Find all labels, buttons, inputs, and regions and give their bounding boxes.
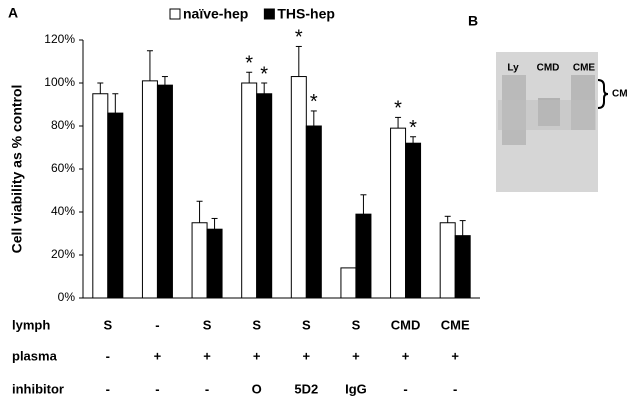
bar xyxy=(107,112,124,299)
bar xyxy=(156,84,173,299)
condition-label: S xyxy=(103,317,112,332)
y-tick-label: 20% xyxy=(51,247,75,261)
condition-label: + xyxy=(402,348,410,363)
bar xyxy=(241,82,258,299)
significance-marker: * xyxy=(245,53,253,75)
y-tick-label: 100% xyxy=(44,75,75,89)
bar xyxy=(141,80,158,299)
bar xyxy=(206,228,223,299)
panel-label: A xyxy=(8,5,18,21)
bracket-label: CM xyxy=(612,89,628,100)
significance-marker: * xyxy=(260,63,268,85)
condition-label: 5D2 xyxy=(294,381,318,396)
row-label: lymph xyxy=(12,317,50,332)
condition-label: CMD xyxy=(391,317,421,332)
bar xyxy=(92,93,109,299)
condition-label: + xyxy=(303,348,311,363)
bar xyxy=(355,213,372,299)
condition-label: + xyxy=(451,348,459,363)
significance-marker: * xyxy=(310,91,318,113)
condition-label: - xyxy=(453,381,457,396)
legend-label: naïve-hep xyxy=(183,6,248,22)
lane-label: CMD xyxy=(537,63,560,74)
condition-label: - xyxy=(106,348,110,363)
y-tick-label: 80% xyxy=(51,118,75,132)
significance-marker: * xyxy=(409,117,417,139)
legend-label: THS-hep xyxy=(277,6,335,22)
legend-swatch xyxy=(169,8,181,20)
bracket xyxy=(597,79,609,109)
lane-label: Ly xyxy=(507,63,519,74)
bar xyxy=(305,125,322,299)
condition-label: S xyxy=(203,317,212,332)
bar xyxy=(340,267,357,299)
condition-label: + xyxy=(203,348,211,363)
panel-label: B xyxy=(468,13,478,29)
condition-label: O xyxy=(252,381,262,396)
row-label: plasma xyxy=(12,348,58,363)
y-tick-label: 40% xyxy=(51,204,75,218)
y-tick-label: 120% xyxy=(44,32,75,46)
y-tick-label: 60% xyxy=(51,161,75,175)
significance-marker: * xyxy=(295,27,303,49)
condition-label: S xyxy=(252,317,261,332)
condition-label: - xyxy=(205,381,209,396)
condition-label: + xyxy=(253,348,261,363)
condition-label: + xyxy=(154,348,162,363)
bar xyxy=(191,222,208,299)
significance-marker: * xyxy=(394,98,402,120)
condition-label: - xyxy=(155,381,159,396)
bar xyxy=(390,127,407,299)
bar xyxy=(290,76,307,299)
condition-label: - xyxy=(403,381,407,396)
row-label: inhibitor xyxy=(12,381,64,396)
bar xyxy=(454,235,471,299)
gel-smear xyxy=(498,100,596,130)
y-tick-label: 0% xyxy=(58,290,76,304)
legend-swatch xyxy=(263,8,275,20)
condition-label: S xyxy=(352,317,361,332)
bar xyxy=(439,222,456,299)
condition-label: S xyxy=(302,317,311,332)
condition-label: IgG xyxy=(345,381,367,396)
bar xyxy=(256,93,273,299)
condition-label: - xyxy=(155,317,159,332)
lane-label: CME xyxy=(573,63,596,74)
condition-label: CME xyxy=(441,317,470,332)
bar xyxy=(405,142,422,299)
condition-label: + xyxy=(352,348,360,363)
y-axis-label: Cell viability as % control xyxy=(9,85,25,254)
condition-label: - xyxy=(106,381,110,396)
